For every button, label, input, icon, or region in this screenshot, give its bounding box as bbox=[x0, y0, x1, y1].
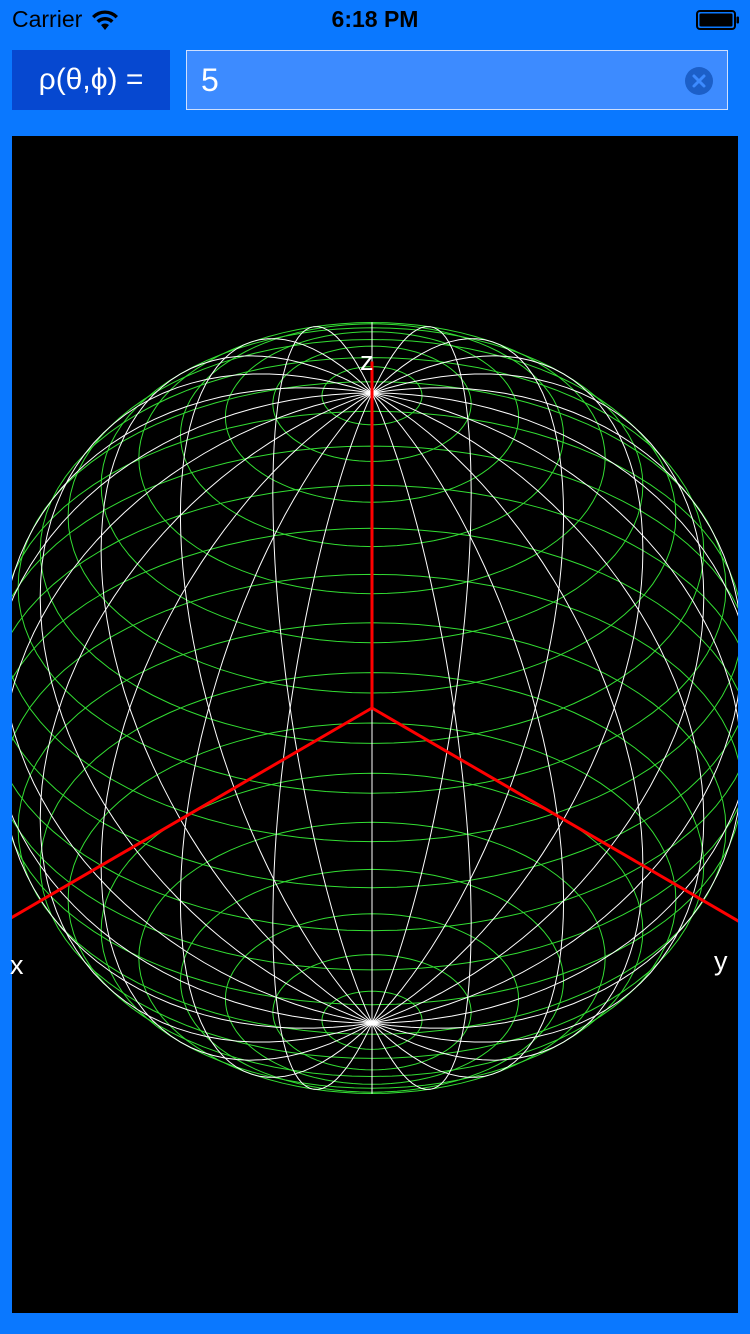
formula-input[interactable]: 5 bbox=[186, 50, 728, 110]
meridian-line bbox=[371, 326, 472, 1024]
x-axis-line bbox=[12, 706, 373, 920]
parallel-line bbox=[12, 484, 738, 932]
meridian-line bbox=[371, 392, 738, 1024]
meridian-line bbox=[371, 387, 738, 1024]
parallel-line bbox=[12, 410, 738, 843]
carrier-name: Carrier bbox=[12, 6, 83, 32]
plot-canvas[interactable]: z x y bbox=[10, 136, 738, 1313]
meridian-line bbox=[39, 392, 373, 1043]
sphere-plot bbox=[12, 321, 738, 1095]
axis-label-x: x bbox=[10, 950, 24, 980]
meridian-line bbox=[371, 392, 738, 1029]
meridian-line bbox=[272, 326, 373, 1024]
formula-label: ρ(θ,ϕ) = bbox=[12, 50, 170, 110]
meridian-line bbox=[39, 373, 373, 1024]
y-axis-line bbox=[371, 706, 738, 923]
meridian-line bbox=[371, 392, 705, 1043]
meridian-line bbox=[371, 373, 705, 1024]
formula-input-value[interactable]: 5 bbox=[201, 61, 219, 98]
clear-circle-x-icon[interactable] bbox=[685, 67, 713, 95]
battery-icon bbox=[696, 10, 739, 30]
axis-label-y: y bbox=[714, 946, 728, 976]
meridian-line bbox=[12, 392, 373, 1029]
meridian-line bbox=[12, 387, 373, 1024]
meridian-line bbox=[100, 355, 373, 1024]
meridian-line bbox=[272, 392, 373, 1090]
meridian-line bbox=[12, 392, 373, 1024]
meridian-line bbox=[371, 338, 565, 1024]
wifi-icon bbox=[92, 9, 119, 30]
status-bar: Carrier 6:18 PM bbox=[0, 0, 750, 40]
status-time: 6:18 PM bbox=[331, 6, 419, 32]
meridian-line bbox=[371, 355, 644, 1024]
parallel-line bbox=[12, 573, 738, 1006]
carrier-group: Carrier bbox=[12, 6, 120, 33]
axis-label-z: z bbox=[360, 346, 374, 376]
meridian-line bbox=[371, 392, 472, 1090]
